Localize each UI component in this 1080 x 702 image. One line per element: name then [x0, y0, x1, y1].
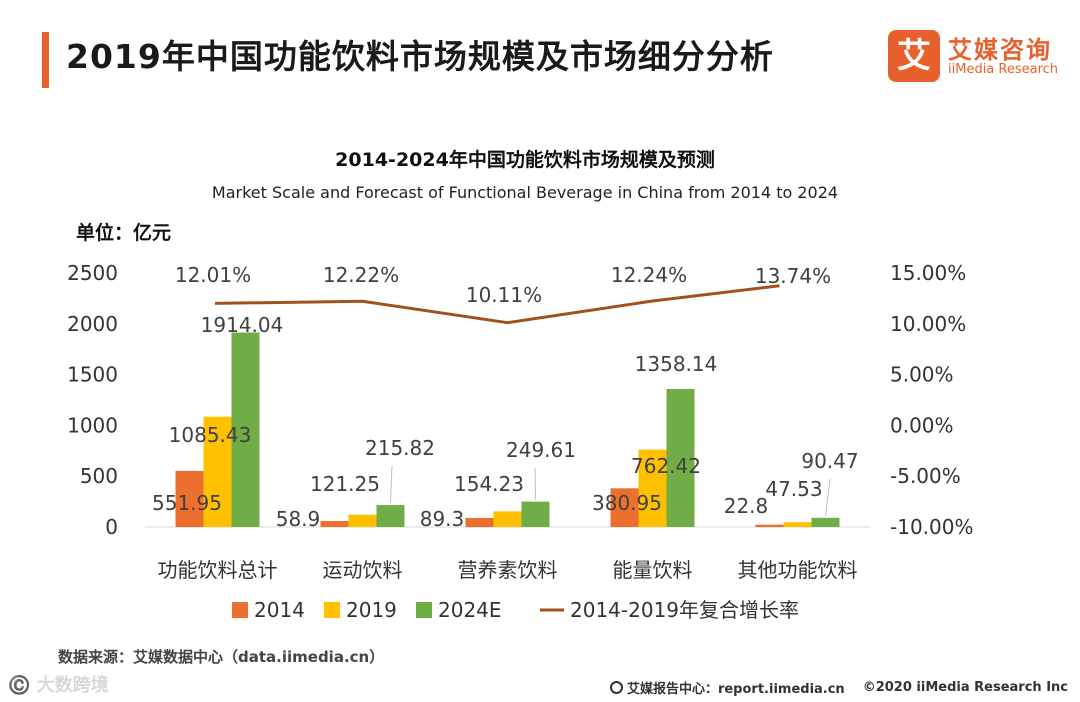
logo-name-cn: 艾媒咨询 [948, 36, 1052, 64]
bar-2014-0 [175, 470, 204, 527]
title-accent-bar [42, 32, 49, 88]
growth-rate-label-1: 12.22% [323, 263, 399, 287]
data-label-2014-3: 380.95 [592, 491, 662, 515]
y2-tick-label: 5.00% [890, 363, 954, 387]
globe-icon [609, 681, 623, 694]
bar-2014-2 [465, 517, 494, 527]
bar-2019-1 [348, 514, 377, 527]
data-label-2024E-3: 1358.14 [635, 352, 718, 376]
data-label-2024E-2: 249.61 [506, 438, 576, 462]
bar-2014-4 [755, 524, 784, 527]
watermark: ©️ 大数跨境 [8, 675, 109, 696]
y2-tick-label: -5.00% [890, 464, 961, 488]
data-label-leader [390, 465, 393, 504]
chart-subtitle: Market Scale and Forecast of Functional … [211, 183, 839, 202]
legend-label-line: 2014-2019年复合增长率 [570, 598, 799, 622]
y2-tick-label: 0.00% [890, 413, 954, 437]
bar-2019-4 [783, 522, 812, 527]
page-title: 2019年中国功能饮料市场规模及市场细分分析 [66, 37, 774, 76]
y2-tick-label: -10.00% [890, 515, 973, 539]
growth-rate-label-4: 13.74% [755, 264, 831, 288]
data-source: 数据来源：艾媒数据中心（data.iimedia.cn） [58, 648, 385, 666]
data-label-2024E-0: 1914.04 [201, 313, 284, 337]
data-label-2024E-4: 90.47 [801, 449, 858, 473]
data-label-2019-4: 47.53 [765, 477, 822, 501]
growth-rate-label-2: 10.11% [466, 283, 542, 307]
x-tick-label-0: 功能饮料总计 [158, 558, 278, 582]
legend-swatch-2024E [416, 602, 432, 618]
bar-2024E-2 [521, 501, 550, 527]
bar-2019-2 [493, 511, 522, 527]
y-tick-label: 2500 [67, 261, 118, 285]
y-axis-unit-label: 单位：亿元 [76, 222, 172, 244]
footer: 艾媒报告中心：report.iimedia.cn ©2020 iiMedia R… [609, 678, 1068, 697]
bar-2019-3 [638, 449, 667, 527]
y-tick-label: 1500 [67, 363, 118, 387]
data-label-2019-0: 1085.43 [169, 423, 252, 447]
footer-copyright: ©2020 iiMedia Research Inc [862, 680, 1068, 695]
y-tick-label: 500 [80, 464, 118, 488]
x-tick-label-4: 其他功能饮料 [738, 558, 858, 582]
iimedia-logo: 艾 艾媒咨询 iiMedia Research [888, 30, 1068, 84]
y-tick-label: 1000 [67, 413, 118, 437]
bar-2014-3 [610, 488, 639, 527]
bar-2024E-1 [376, 505, 405, 527]
y2-tick-label: 10.00% [890, 312, 966, 336]
data-label-2019-2: 154.23 [454, 472, 524, 496]
bar-2024E-4 [811, 517, 840, 527]
x-tick-label-3: 能量饮料 [613, 558, 693, 582]
bar-2014-1 [320, 521, 349, 527]
footer-report-link[interactable]: 艾媒报告中心：report.iimedia.cn [626, 682, 845, 697]
data-label-2014-4: 22.8 [724, 494, 769, 518]
bar-2024E-3 [666, 389, 695, 527]
y-tick-label: 2000 [67, 312, 118, 336]
chart-title: 2014-2024年中国功能饮料市场规模及预测 [335, 149, 715, 171]
data-label-2019-1: 121.25 [310, 472, 380, 496]
growth-rate-label-0: 12.01% [175, 263, 251, 287]
y2-tick-label: 15.00% [890, 261, 966, 285]
data-label-leader [825, 478, 831, 516]
y-tick-label: 0 [105, 515, 118, 539]
legend-label-2014: 2014 [254, 598, 305, 622]
x-tick-label-1: 运动饮料 [323, 558, 403, 582]
legend-swatch-2014 [232, 602, 248, 618]
data-label-leader [534, 467, 536, 500]
bar-2019-0 [203, 416, 232, 527]
data-label-2024E-1: 215.82 [365, 436, 435, 460]
growth-rate-line [214, 284, 780, 325]
logo-name-en: iiMedia Research [948, 62, 1059, 77]
x-tick-label-2: 营养素饮料 [458, 558, 558, 582]
data-label-2014-2: 89.3 [420, 507, 465, 531]
legend-swatch-2019 [324, 602, 340, 618]
data-label-2014-1: 58.9 [276, 507, 321, 531]
bar-2024E-0 [231, 332, 260, 527]
legend-label-2019: 2019 [346, 598, 397, 622]
growth-rate-label-3: 12.24% [611, 263, 687, 287]
legend-label-2024E: 2024E [438, 598, 502, 622]
logo-mark: 艾 [888, 30, 940, 82]
data-label-2019-3: 762.42 [631, 454, 701, 478]
data-label-2014-0: 551.95 [152, 491, 222, 515]
